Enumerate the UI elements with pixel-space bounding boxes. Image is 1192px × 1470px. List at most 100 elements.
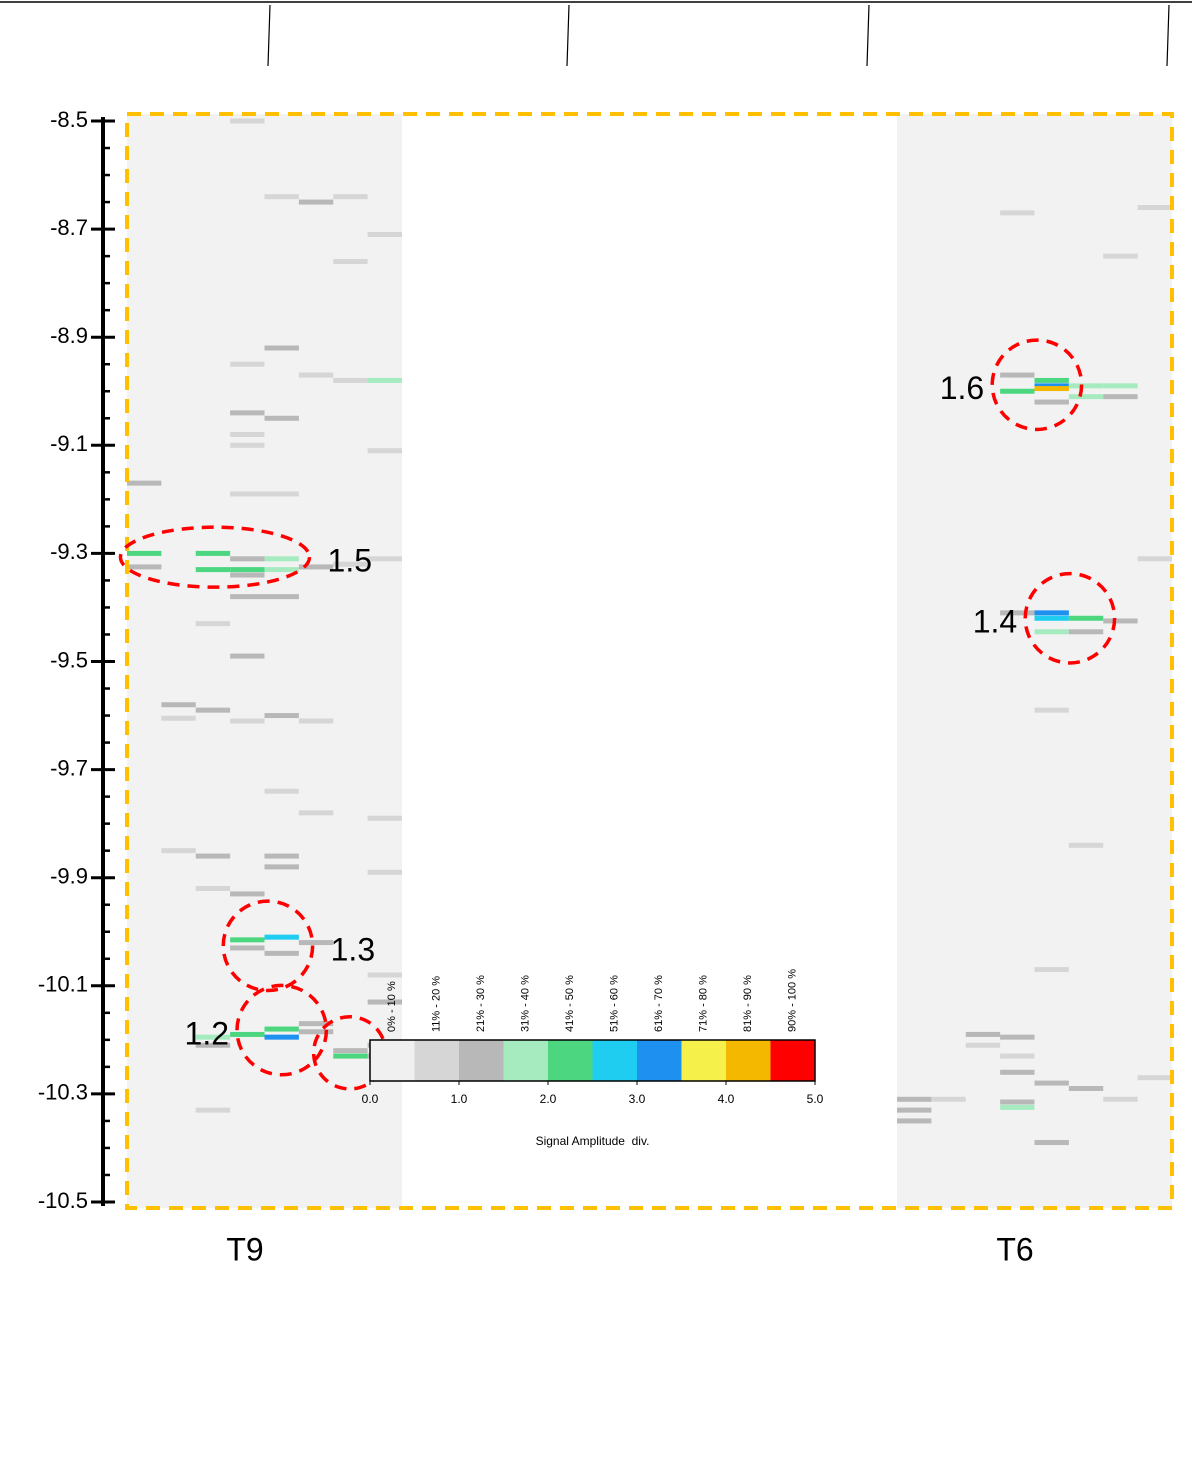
signal-stripe bbox=[230, 718, 264, 723]
signal-stripe bbox=[265, 416, 299, 421]
signal-stripe bbox=[333, 378, 367, 383]
signal-stripe bbox=[897, 1097, 931, 1102]
signal-stripe bbox=[230, 556, 264, 561]
signal-stripe bbox=[1138, 1075, 1172, 1080]
signal-stripe bbox=[299, 200, 333, 205]
signal-stripe bbox=[368, 232, 402, 237]
signal-stripe bbox=[230, 945, 264, 950]
signal-stripe bbox=[265, 713, 299, 718]
track-background bbox=[127, 114, 402, 1208]
y-tick-label: -9.3 bbox=[50, 539, 88, 564]
top-divider bbox=[567, 5, 569, 66]
signal-stripe bbox=[299, 810, 333, 815]
colorbar-cell bbox=[726, 1040, 771, 1081]
colorbar-cell bbox=[459, 1040, 504, 1081]
signal-stripe bbox=[966, 1032, 1000, 1037]
signal-stripe bbox=[368, 378, 402, 383]
signal-stripe bbox=[1103, 394, 1137, 399]
signal-stripe bbox=[230, 410, 264, 415]
signal-stripe bbox=[1035, 1081, 1069, 1086]
signal-stripe bbox=[196, 567, 230, 572]
signal-stripe bbox=[1069, 394, 1103, 399]
signal-stripe bbox=[1000, 1054, 1034, 1059]
signal-stripe bbox=[1035, 378, 1069, 383]
signal-stripe bbox=[1000, 1035, 1034, 1040]
signal-stripe bbox=[1069, 383, 1103, 388]
colorbar-bin-label: 71% - 80 % bbox=[698, 975, 710, 1032]
track-background bbox=[897, 114, 1172, 1208]
signal-stripe bbox=[1000, 373, 1034, 378]
signal-stripe bbox=[897, 1118, 931, 1123]
colorbar-cell bbox=[415, 1040, 460, 1081]
signal-stripe bbox=[368, 556, 402, 561]
y-tick-label: -9.9 bbox=[50, 864, 88, 889]
signal-stripe bbox=[265, 864, 299, 869]
signal-stripe bbox=[230, 443, 264, 448]
signal-stripe bbox=[1000, 1100, 1034, 1105]
y-tick-label: -10.1 bbox=[38, 972, 88, 997]
colorbar-bin-label: 51% - 60 % bbox=[609, 975, 621, 1032]
colorbar-tick-label: 4.0 bbox=[718, 1092, 735, 1106]
colorbar-cell bbox=[504, 1040, 549, 1081]
annotation-label: 1.5 bbox=[328, 543, 372, 579]
colorbar-tick-label: 0.0 bbox=[362, 1092, 379, 1106]
top-divider bbox=[1167, 5, 1169, 66]
signal-stripe bbox=[1035, 1140, 1069, 1145]
signal-stripe bbox=[230, 119, 264, 124]
signal-stripe bbox=[127, 564, 161, 569]
colorbar-tick-label: 3.0 bbox=[629, 1092, 646, 1106]
colorbar-bin-label: 90% - 100 % bbox=[787, 969, 799, 1032]
signal-stripe bbox=[265, 854, 299, 859]
annotation-label: 1.6 bbox=[940, 370, 984, 406]
signal-stripe bbox=[897, 1108, 931, 1113]
signal-stripe bbox=[161, 716, 195, 721]
signal-stripe bbox=[265, 594, 299, 599]
signal-stripe bbox=[196, 854, 230, 859]
colorbar-cell bbox=[548, 1040, 593, 1081]
signal-stripe bbox=[265, 491, 299, 496]
signal-stripe bbox=[1000, 1070, 1034, 1075]
signal-stripe bbox=[196, 708, 230, 713]
signal-stripe bbox=[265, 1027, 299, 1032]
signal-stripe bbox=[368, 816, 402, 821]
well-log-chart: T9T6-8.5-8.7-8.9-9.1-9.3-9.5-9.7-9.9-10.… bbox=[0, 0, 1192, 1470]
signal-stripe bbox=[230, 937, 264, 942]
colorbar-bin-label: 0% - 10 % bbox=[386, 981, 398, 1032]
colorbar-bin-label: 81% - 90 % bbox=[742, 975, 754, 1032]
signal-stripe bbox=[1000, 389, 1034, 394]
signal-stripe bbox=[1069, 843, 1103, 848]
signal-stripe bbox=[1069, 616, 1103, 621]
signal-stripe bbox=[196, 551, 230, 556]
y-tick-label: -8.7 bbox=[50, 215, 88, 240]
signal-stripe bbox=[230, 567, 264, 572]
y-tick-label: -10.5 bbox=[38, 1188, 88, 1213]
signal-stripe bbox=[333, 259, 367, 264]
signal-stripe bbox=[265, 1035, 299, 1040]
signal-stripe bbox=[1035, 616, 1069, 621]
signal-stripe bbox=[230, 594, 264, 599]
annotation-label: 1.2 bbox=[185, 1016, 229, 1052]
signal-stripe bbox=[1000, 210, 1034, 215]
signal-stripe bbox=[1069, 629, 1103, 634]
signal-stripe bbox=[368, 972, 402, 977]
signal-stripe bbox=[299, 373, 333, 378]
signal-stripe bbox=[299, 940, 333, 945]
signal-stripe bbox=[1035, 629, 1069, 634]
signal-stripe bbox=[333, 1048, 367, 1053]
signal-stripe bbox=[265, 951, 299, 956]
y-tick-label: -9.1 bbox=[50, 431, 88, 456]
y-tick-label: -8.9 bbox=[50, 323, 88, 348]
signal-stripe bbox=[196, 621, 230, 626]
colorbar-bin-label: 21% - 30 % bbox=[475, 975, 487, 1032]
signal-stripe bbox=[1035, 386, 1069, 391]
signal-stripe bbox=[265, 789, 299, 794]
signal-stripe bbox=[196, 886, 230, 891]
colorbar-cell bbox=[637, 1040, 682, 1081]
signal-stripe bbox=[931, 1097, 965, 1102]
colorbar-tick-label: 5.0 bbox=[807, 1092, 824, 1106]
top-divider bbox=[867, 5, 869, 66]
signal-stripe bbox=[1035, 967, 1069, 972]
signal-stripe bbox=[966, 1043, 1000, 1048]
signal-stripe bbox=[1103, 383, 1137, 388]
annotation-label: 1.4 bbox=[973, 604, 1017, 640]
